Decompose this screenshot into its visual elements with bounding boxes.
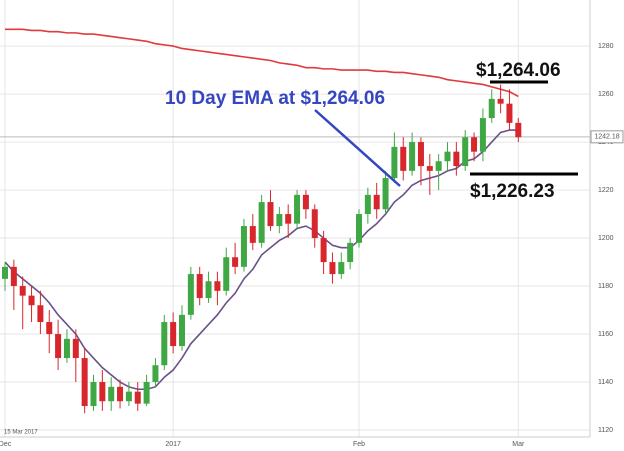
candle-body <box>347 242 354 263</box>
candle-body <box>161 322 168 366</box>
candle-body <box>444 151 451 162</box>
candle-body <box>488 98 495 119</box>
candle-body <box>117 386 124 402</box>
moving-average <box>4 129 519 391</box>
candle-body <box>179 314 185 347</box>
candle-body <box>99 382 106 402</box>
candle-body <box>302 194 309 210</box>
moving-average <box>5 28 519 98</box>
candle-body <box>409 142 416 171</box>
candle-body <box>55 334 62 359</box>
candle-body <box>63 338 70 359</box>
candle-body <box>223 257 230 291</box>
candle-body <box>382 178 389 210</box>
candle-body <box>187 274 194 315</box>
x-tick-label: Mar <box>512 441 525 448</box>
candle-body <box>10 266 17 287</box>
candle-body <box>417 142 424 167</box>
candle-body <box>462 137 469 167</box>
last-price-label: 1242.18 <box>594 134 619 141</box>
candle-body <box>311 209 318 239</box>
candle-body <box>170 322 177 347</box>
candle-body <box>373 194 380 210</box>
candle-body <box>391 146 398 179</box>
candle-body <box>471 137 478 152</box>
candle-body <box>497 98 504 104</box>
candle-body <box>134 391 141 404</box>
candle-body <box>125 391 132 402</box>
candle-body <box>2 266 8 279</box>
x-tick-label: Feb <box>353 441 365 448</box>
candle-body <box>240 226 247 267</box>
x-tick-label: 2017 <box>165 441 181 448</box>
y-tick-label: 1160 <box>598 331 613 338</box>
ema-pointer <box>314 109 401 187</box>
candle-body <box>453 151 460 167</box>
high-annotation: $1,264.06 <box>476 60 561 81</box>
candle-body <box>426 166 433 171</box>
candle-body <box>205 281 212 299</box>
candle-body <box>285 214 292 224</box>
candle-body <box>267 202 274 227</box>
date-label: 15 Mar 2017 <box>4 430 38 436</box>
low-annotation: $1,226.23 <box>470 181 555 202</box>
x-tick-label: Dec <box>0 441 12 448</box>
y-tick-label: 1200 <box>598 235 614 242</box>
candle-body <box>152 365 159 383</box>
candle-body <box>28 295 35 306</box>
candle-body <box>515 122 522 138</box>
candle-body <box>72 338 79 359</box>
candle-body <box>232 257 239 267</box>
y-tick-label: 1180 <box>598 283 613 290</box>
candle-body <box>90 382 97 407</box>
candle-body <box>214 281 221 291</box>
candle-body <box>329 262 336 275</box>
y-tick-label: 1220 <box>598 187 614 194</box>
candle-body <box>143 382 150 404</box>
candle-body <box>196 274 203 299</box>
candle-body <box>46 322 53 335</box>
candle-body <box>400 146 407 171</box>
candle-body <box>338 262 345 275</box>
y-tick-label: 1260 <box>598 91 614 98</box>
candle-body <box>435 161 442 171</box>
candle-body <box>479 118 486 152</box>
candle-body <box>19 286 26 296</box>
ema-annotation: 10 Day EMA at $1,264.06 <box>165 88 385 109</box>
candle-body <box>294 194 301 224</box>
y-tick-label: 1120 <box>598 427 613 434</box>
y-tick-label: 1280 <box>598 43 614 50</box>
candle-body <box>320 238 327 263</box>
candle-body <box>108 386 115 402</box>
candle-body <box>258 202 265 243</box>
y-tick-label: 1140 <box>598 379 613 386</box>
candle-body <box>81 358 88 407</box>
candle-body <box>506 103 513 123</box>
candle-body <box>249 226 256 243</box>
candle-body <box>364 194 371 215</box>
candle-body <box>276 214 283 227</box>
candle-body <box>37 305 44 323</box>
candle-body <box>356 214 362 243</box>
last-price-box <box>590 130 624 144</box>
